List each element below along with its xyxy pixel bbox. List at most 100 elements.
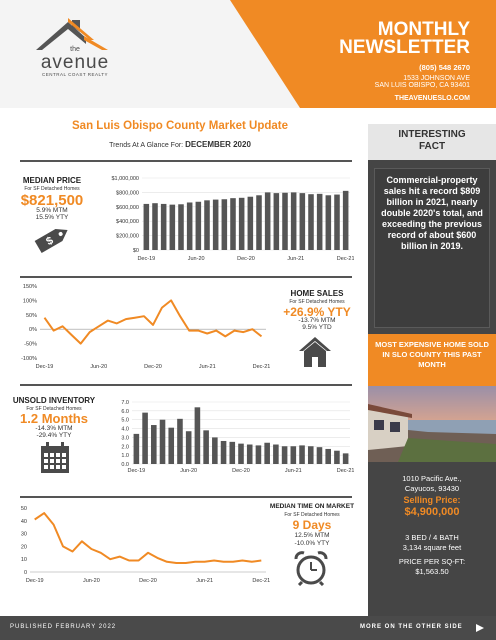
bar [316,193,323,250]
bar [238,197,245,250]
bar [194,407,201,464]
median-time-mtm: 12.5% MTM [294,532,330,539]
trends-line: Trends At A Glance For: DECEMBER 2020 [0,140,360,149]
bar [221,199,228,250]
bar [169,204,176,250]
x-tick-label: Jun-20 [180,468,197,474]
newsletter-title-line2: NEWSLETTER [339,37,470,58]
bar [281,446,288,464]
median-time-ytd: -10.0% YTY [294,540,330,547]
expensive-header-box [368,334,496,386]
home-sales-sub: For SF Detached Homes [289,299,345,305]
bar [273,444,279,464]
bar [152,203,158,250]
footer-more-link[interactable]: MORE ON THE OTHER SIDE [360,624,463,630]
y-tick-label: 100% [23,298,37,304]
y-tick-label: 5.0 [121,418,129,424]
home-sales-mtm: -13.7% MTM [298,317,336,324]
bar [230,198,236,250]
y-tick-label: 0 [24,570,27,576]
x-tick-label: Dec-21 [337,468,354,474]
bar [178,204,184,250]
bar [212,199,219,250]
unsold-mtm: -14.3% MTM [35,425,73,432]
home-sales-value: +26.9% YTY [283,305,351,319]
house-icon [299,337,331,367]
bar [299,445,305,464]
header [0,0,496,108]
y-tick-label: -50% [24,342,37,348]
y-tick-label: 10 [21,557,27,563]
bar [256,195,262,250]
y-tick-label: 4.0 [121,427,129,433]
x-tick-label: Dec-20 [237,256,255,262]
bar [177,418,183,464]
series-line [34,512,262,564]
newsletter-address1: 1533 JOHNSON AVE [403,75,470,82]
median-time-chart: 0 10 20 30 40 50 Dec-19 Jun-20 Dec-20 Jun-21 Dec-2… [21,506,270,584]
x-tick-label: Jun-21 [287,256,304,262]
y-tick-label: 20 [21,544,27,550]
median-time-sub: For SF Detached Homes [284,512,340,518]
bar [238,443,244,464]
bar [133,433,140,464]
divider-1 [20,160,352,162]
expensive-beds: 3 BED / 4 BATH [405,533,459,542]
calendar-icon [41,442,69,473]
median-price-mtm: 5.9% MTM [36,207,68,214]
bar [342,453,349,464]
median-price-label: MEDIAN PRICE [22,176,82,185]
x-tick-label: Dec-20 [144,364,162,370]
x-tick-label: Jun-20 [90,364,107,370]
unsold-ytd: -29.4% YTY [36,432,72,439]
y-tick-label: 150% [23,284,37,290]
divider-2 [20,276,352,278]
bar [299,193,306,250]
y-tick-label: 6.0 [121,409,129,415]
newsletter-title-line1: MONTHLY [377,19,470,40]
home-sales-label: HOME SALES [290,289,344,298]
x-tick-label: Dec-19 [137,256,155,262]
x-tick-label: Dec-19 [26,578,44,584]
trends-prefix: Trends At A Glance For: [109,142,184,149]
newsletter-phone: (805) 548 2670 [419,63,470,72]
newsletter-address2: SAN LUIS OBISPO, CA 93401 [374,82,470,89]
arrow-right-icon [476,624,484,632]
median-time-label: MEDIAN TIME ON MARKET [269,503,355,510]
bar [186,202,193,250]
x-tick-label: Dec-20 [232,468,250,474]
expensive-title: MOST EXPENSIVE HOME SOLD IN SLO COUNTY T… [375,340,489,369]
y-tick-label: 0% [29,327,37,333]
y-tick-label: 50% [26,313,37,319]
roof-logo-icon [36,18,108,50]
newsletter-website[interactable]: THEAVENUESLO.COM [394,95,470,102]
selling-price-value: $4,900,000 [404,506,460,518]
y-tick-label: $1,000,000 [111,176,139,182]
bar [290,192,297,250]
home-sales-chart: -100% -50% 0% 50% 100% 150% Dec-19 Jun-20 Dec-20… [21,284,270,370]
x-tick-label: Dec-21 [253,364,270,370]
bar [143,203,150,250]
fact-header-box [368,124,496,160]
y-tick-label: 7.0 [121,400,129,406]
y-tick-label: 0.0 [121,462,129,468]
fact-title-line2: FACT [418,141,446,152]
y-tick-label: 50 [21,506,27,512]
bar [264,442,270,464]
median-price-ytd: 15.5% YTY [35,214,69,221]
divider-3 [20,384,352,386]
bar [282,192,288,250]
bar [334,194,340,250]
x-tick-label: Jun-21 [199,364,216,370]
expensive-ppsf-value: $1,563.50 [415,567,449,576]
unsold-label: UNSOLD INVENTORY [12,396,96,405]
bar [203,430,209,464]
median-price-value: $821,500 [20,192,84,209]
bar [159,419,166,464]
bar [229,441,236,464]
y-tick-label: 40 [21,519,27,525]
bar [185,431,192,464]
trends-month: DECEMBER 2020 [185,140,251,149]
x-tick-label: Dec-19 [127,468,145,474]
median-price-sub: For SF Detached Homes [24,186,80,192]
